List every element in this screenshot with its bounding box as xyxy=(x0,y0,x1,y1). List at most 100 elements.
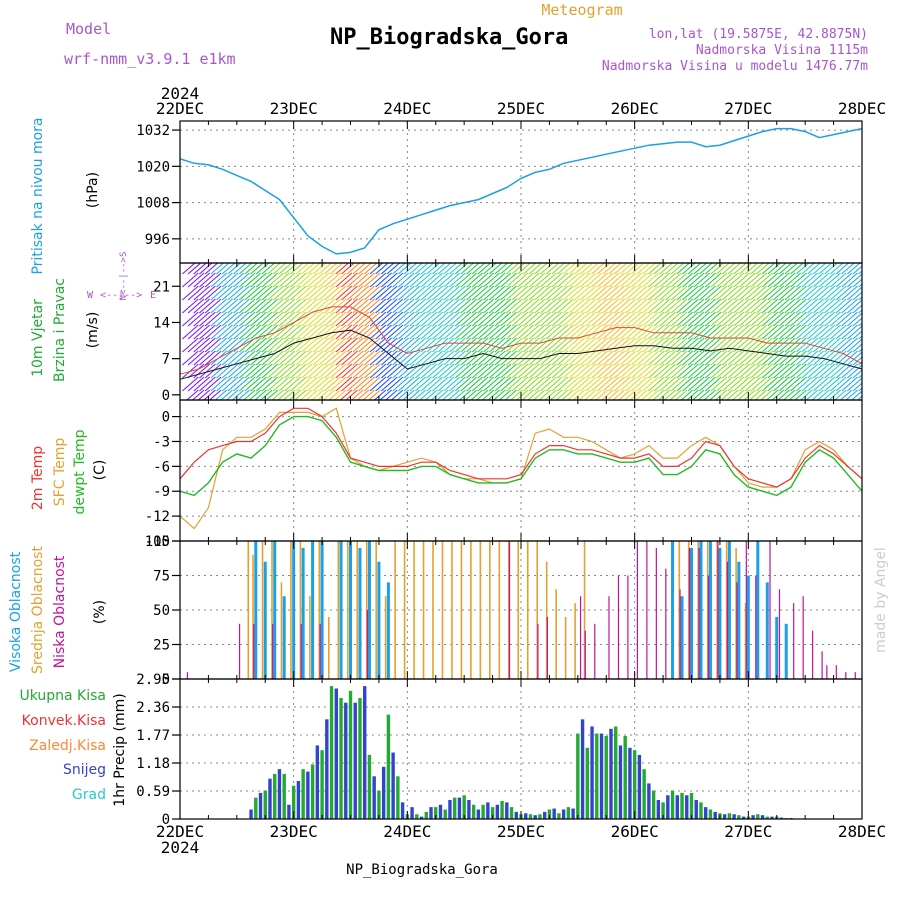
wind-barb xyxy=(415,298,432,314)
wind-barb xyxy=(221,298,239,314)
wind-barb xyxy=(795,363,813,379)
wind-barb xyxy=(392,298,410,314)
wind-barb xyxy=(619,263,634,275)
wind-barb xyxy=(754,389,768,400)
wind-barb xyxy=(635,389,648,400)
wind-barb xyxy=(511,298,529,314)
precip-bar xyxy=(590,726,594,819)
wind-barb xyxy=(818,376,836,392)
wind-barb xyxy=(267,363,284,379)
precip-bar xyxy=(632,750,637,819)
watermark: made by Angel xyxy=(873,547,889,653)
wind-barb xyxy=(540,285,557,301)
wind-barb xyxy=(523,263,537,275)
wind-barb xyxy=(551,337,569,353)
wind-barb xyxy=(403,285,421,301)
wind-barb xyxy=(629,389,643,400)
wind-barb xyxy=(221,376,239,392)
wind-barb xyxy=(682,337,699,353)
wind-barb xyxy=(557,363,574,379)
wind-barb xyxy=(386,272,404,288)
wind-barb xyxy=(738,324,756,340)
wind-barb xyxy=(409,298,427,314)
wind-barb xyxy=(743,389,756,400)
wind-barb xyxy=(385,389,398,400)
wind-barb xyxy=(307,285,324,301)
wind-barb xyxy=(596,363,614,379)
footer-station: NP_Biogradska_Gora xyxy=(346,862,498,878)
wind-barb xyxy=(193,263,208,275)
wind-barb xyxy=(441,389,455,400)
wind-barb xyxy=(307,324,324,340)
wind-barb xyxy=(233,376,250,392)
wind-barb xyxy=(549,389,563,400)
wind-barb xyxy=(545,363,563,379)
precip-bar xyxy=(524,813,528,819)
wind-barb xyxy=(693,311,711,327)
wind-barb xyxy=(818,350,836,366)
wind-barb xyxy=(182,298,199,314)
wind-barb xyxy=(307,337,324,353)
wind-barb xyxy=(534,285,552,301)
wind-barb xyxy=(483,311,500,327)
wind-barb xyxy=(380,272,398,288)
precip-bar xyxy=(547,809,552,819)
wind-barb xyxy=(449,337,466,353)
wind-barb xyxy=(369,285,387,301)
wind-barb xyxy=(777,389,790,400)
precip-bar xyxy=(391,752,395,819)
wind-barb xyxy=(773,272,790,288)
precip-bar xyxy=(396,776,400,819)
wind-barb xyxy=(625,285,643,301)
wind-barb xyxy=(579,285,597,301)
wind-barb xyxy=(204,263,219,275)
wind-barb xyxy=(187,263,202,275)
wind-barb xyxy=(801,363,819,379)
wind-barb xyxy=(352,311,370,327)
wind-barb xyxy=(795,272,813,288)
wind-barb xyxy=(773,363,790,379)
wind-barb xyxy=(261,272,279,288)
wind-barb xyxy=(493,389,506,400)
wind-barb xyxy=(475,389,489,400)
wind-barb xyxy=(449,298,466,314)
wind-barb xyxy=(653,376,671,392)
wind-barb xyxy=(460,272,478,288)
wind-barb xyxy=(335,298,353,314)
wind-barb xyxy=(471,376,489,392)
wind-barb xyxy=(250,285,267,301)
wind-barb xyxy=(659,324,677,340)
wind-barb xyxy=(221,272,239,288)
wind-barb xyxy=(483,376,500,392)
wind-barb xyxy=(733,263,748,275)
wind-barb xyxy=(505,285,523,301)
wind-barb xyxy=(574,272,591,288)
wind-barb xyxy=(665,350,682,366)
wind-barb xyxy=(494,363,512,379)
legend-convective-rain: Konvek.Kisa xyxy=(22,713,106,729)
wind-barb xyxy=(335,350,353,366)
wind-barb xyxy=(716,298,733,314)
wind-barb xyxy=(765,389,779,400)
wind-barb xyxy=(511,311,529,327)
wind-barb xyxy=(613,285,631,301)
wind-barb xyxy=(795,324,813,340)
wind-barb xyxy=(187,272,205,288)
wind-barb xyxy=(265,389,279,400)
wind-barb xyxy=(801,324,819,340)
wind-barb xyxy=(437,285,455,301)
wind-barb xyxy=(210,311,228,327)
wind-barb xyxy=(630,272,648,288)
wind-barb xyxy=(397,376,415,392)
wind-barb xyxy=(670,311,688,327)
wind-barb xyxy=(301,350,319,366)
precip-bar xyxy=(675,795,679,819)
wind-barb xyxy=(494,337,512,353)
wind-barb xyxy=(540,263,554,275)
wind-barb xyxy=(415,311,432,327)
wind-barb xyxy=(369,311,387,327)
wind-barb xyxy=(267,350,284,366)
wind-barb xyxy=(653,311,671,327)
wind-ylabel-2: Brzina i Pravac xyxy=(52,278,68,382)
precip-bar xyxy=(538,814,542,819)
